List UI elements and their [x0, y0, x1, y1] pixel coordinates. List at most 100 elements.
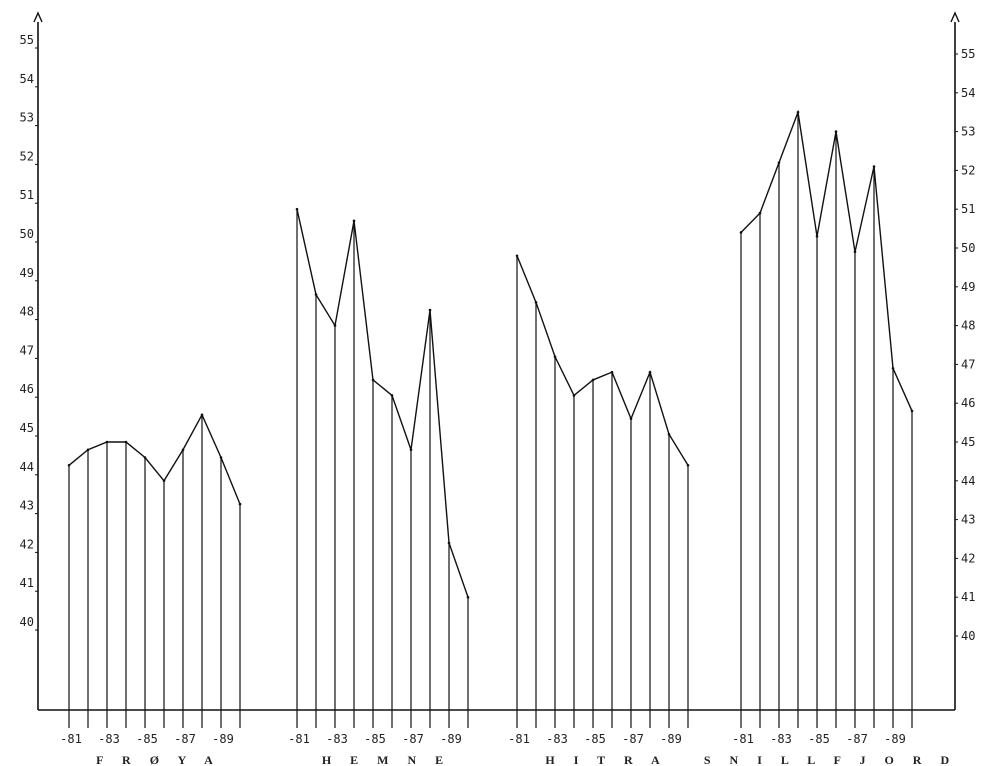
data-point: [610, 370, 614, 374]
y-tick-label-right: 43: [961, 513, 975, 527]
x-tick-label: -89: [212, 732, 234, 746]
x-tick-label: -83: [326, 732, 348, 746]
x-tick-label: -87: [402, 732, 424, 746]
y-tick-label-left: 44: [20, 460, 34, 474]
x-tick-label: -89: [440, 732, 462, 746]
data-point: [314, 293, 318, 296]
data-point: [390, 394, 394, 397]
group-1: -81 -83 -85 -87 -89 H E M N E: [288, 207, 470, 766]
data-point: [333, 324, 337, 327]
y-tick-label-left: 55: [20, 33, 34, 47]
y-axis-right: 40 41 42 43 44 45 46 47 48 49 50 51 52 53 54 55: [955, 47, 975, 643]
data-point: [686, 463, 690, 467]
x-tick-label: -85: [584, 732, 606, 746]
y-tick-label-left: 48: [20, 305, 34, 319]
y-tick-label-right: 45: [961, 435, 975, 449]
y-tick-label-left: 54: [20, 72, 34, 86]
data-point: [667, 432, 671, 436]
x-tick-label: -89: [660, 732, 682, 746]
data-point: [124, 440, 128, 444]
x-tick-label: -83: [546, 732, 568, 746]
x-tick-label: -81: [508, 732, 530, 746]
x-tick-label: -81: [60, 732, 82, 746]
y-tick-label-right: 50: [961, 241, 975, 255]
data-point: [219, 456, 223, 459]
x-tick-label: -83: [98, 732, 120, 746]
y-tick-label-right: 53: [961, 125, 975, 139]
y-tick-label-left: 53: [20, 111, 34, 125]
data-point: [143, 456, 147, 459]
y-tick-label-right: 42: [961, 551, 975, 565]
y-tick-label-left: 41: [20, 576, 34, 590]
data-point: [591, 378, 595, 382]
y-tick-label-left: 42: [20, 537, 34, 551]
x-tick-label: -85: [364, 732, 386, 746]
group-2: -81 -83 -85 -87 -89 H I T R A: [508, 254, 690, 766]
data-point: [295, 207, 299, 211]
series-groups: -81 -83 -85 -87 -89 F R Ø Y A -81 -83 -85 -87 -89 H…: [60, 109, 957, 766]
data-point: [572, 394, 576, 397]
data-point: [105, 440, 109, 444]
group-3: -81 -83 -85 -87 -89 S N I L L F J O R D: [704, 109, 957, 766]
group-label: F R Ø Y A: [96, 753, 221, 766]
data-point: [629, 417, 633, 421]
data-point: [162, 479, 166, 483]
data-point: [815, 235, 819, 238]
y-tick-label-left: 45: [20, 421, 34, 435]
y-tick-label-left: 47: [20, 343, 34, 357]
x-tick-label: -89: [884, 732, 906, 746]
series-line: [740, 109, 913, 412]
data-point: [447, 541, 451, 545]
y-tick-label-right: 49: [961, 280, 975, 294]
data-point: [910, 409, 914, 413]
y-tick-label-left: 51: [20, 188, 34, 202]
data-point: [758, 211, 762, 215]
y-axis-left: 40 41 42 43 44 45 46 47 48 49 50 51 52 53 54 55: [20, 33, 38, 631]
x-tick-label: -81: [288, 732, 310, 746]
group-label: S N I L L F J O R D: [704, 753, 957, 766]
data-point: [872, 165, 876, 168]
y-tick-label-right: 51: [961, 202, 975, 216]
data-point: [371, 378, 375, 382]
data-point: [181, 448, 185, 452]
data-point: [553, 355, 557, 358]
x-tick-label: -83: [770, 732, 792, 746]
data-point: [515, 254, 519, 258]
data-point: [834, 130, 838, 133]
data-point: [534, 301, 538, 304]
x-tick-label: -87: [174, 732, 196, 746]
y-tick-label-right: 55: [961, 47, 975, 61]
x-tick-label: -85: [808, 732, 830, 746]
data-point: [238, 502, 242, 506]
axes: [33, 11, 960, 711]
data-point: [648, 370, 652, 374]
data-point: [796, 110, 800, 114]
y-tick-label-left: 43: [20, 499, 34, 513]
series-line: [68, 413, 241, 505]
y-tick-label-right: 47: [961, 357, 975, 371]
data-point: [428, 308, 432, 312]
data-point: [466, 595, 470, 599]
data-point: [352, 219, 356, 223]
data-point: [67, 463, 71, 467]
y-tick-label-right: 41: [961, 590, 975, 604]
series-line: [516, 255, 689, 466]
data-point: [891, 366, 895, 370]
data-point: [777, 161, 781, 164]
x-tick-label: -87: [846, 732, 868, 746]
y-tick-label-left: 52: [20, 149, 34, 163]
x-tick-label: -81: [732, 732, 754, 746]
y-axis-arrow-right: [950, 11, 960, 23]
data-point: [409, 448, 413, 452]
data-point: [739, 231, 743, 234]
y-tick-label-left: 49: [20, 266, 34, 280]
series-line: [296, 209, 469, 598]
group-label: H E M N E: [322, 753, 451, 766]
x-tick-label: -87: [622, 732, 644, 746]
x-tick-label: -85: [136, 732, 158, 746]
y-tick-label-left: 50: [20, 227, 34, 241]
y-tick-label-right: 48: [961, 319, 975, 333]
group-0: -81 -83 -85 -87 -89 F R Ø Y A: [60, 413, 242, 766]
y-axis-arrow-left: [33, 11, 43, 23]
y-tick-label-right: 52: [961, 163, 975, 177]
